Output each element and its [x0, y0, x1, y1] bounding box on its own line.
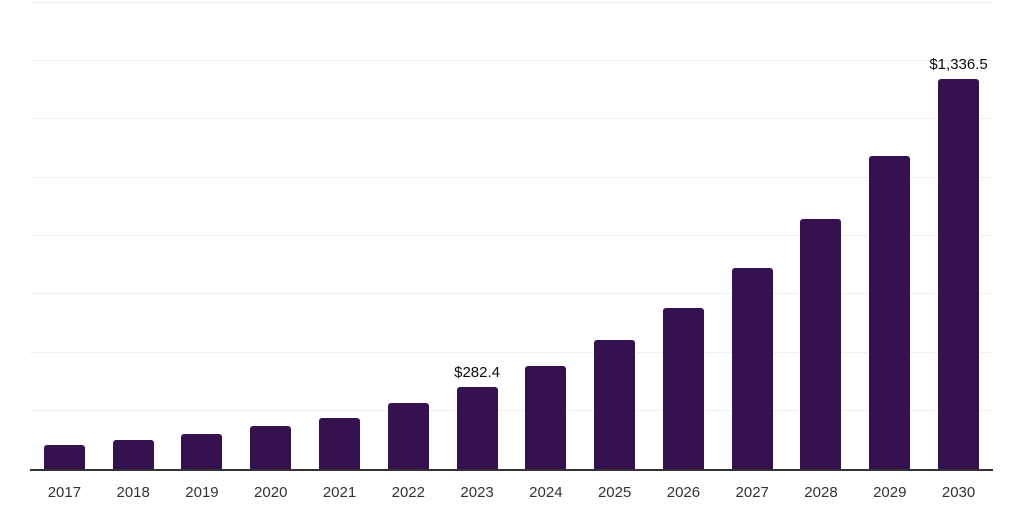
bar-2024[interactable]: [525, 365, 567, 469]
bar-slot-2026: [649, 2, 718, 469]
bar-2027[interactable]: [731, 268, 773, 469]
x-tick-2028: 2028: [804, 484, 838, 501]
x-tick-2018: 2018: [116, 484, 150, 501]
bar-slot-2021: [305, 2, 374, 469]
x-tick-2029: 2029: [873, 484, 907, 501]
bar-2025[interactable]: [594, 340, 636, 469]
x-tick-2019: 2019: [185, 484, 219, 501]
bar-slot-2020: [236, 2, 305, 469]
bar-slot-2024: [511, 2, 580, 469]
plot-area: $282.4 $1,336.5: [30, 1, 993, 469]
bar-2022[interactable]: [387, 403, 429, 469]
x-tick-2025: 2025: [597, 484, 632, 501]
bar-series: $282.4 $1,336.5: [30, 2, 993, 469]
bar-2023[interactable]: [456, 386, 498, 469]
bar-2018[interactable]: [112, 440, 154, 469]
bar-slot-2022: [374, 2, 443, 469]
x-tick-2023: 2023: [460, 484, 494, 501]
bar-slot-2019: [168, 2, 237, 469]
x-axis-line: [30, 469, 993, 471]
bar-slot-2018: [99, 2, 168, 469]
bar-2028[interactable]: [800, 218, 842, 469]
gridline-1400: [30, 59, 993, 61]
bar-2019[interactable]: [181, 433, 223, 469]
x-axis-tick-labels: 2017 2018 2019 2020 2021 2022 2023 2024 2025 2026…: [30, 484, 993, 502]
bar-slot-2028: [787, 2, 856, 469]
x-tick-2027: 2027: [735, 484, 769, 501]
value-label-2023: $282.4: [454, 363, 501, 381]
value-label-2030: $1,336.5: [929, 55, 988, 73]
bar-2026[interactable]: [662, 308, 704, 469]
bar-slot-2029: [855, 2, 924, 469]
x-tick-2017: 2017: [47, 484, 82, 501]
x-tick-2024: 2024: [529, 484, 563, 501]
bar-slot-2025: [580, 2, 649, 469]
bar-2020[interactable]: [250, 426, 292, 469]
bar-slot-2023: $282.4: [443, 2, 512, 469]
x-tick-2021: 2021: [322, 484, 357, 501]
gridline-200: [30, 410, 993, 412]
gridline-1000: [30, 176, 993, 178]
bar-2030[interactable]: [938, 78, 980, 469]
x-tick-2020: 2020: [254, 484, 288, 501]
bar-slot-2030: $1,336.5: [924, 2, 993, 469]
gridline-600: [30, 293, 993, 295]
bar-2029[interactable]: [869, 156, 911, 469]
bar-2017[interactable]: [43, 445, 85, 469]
bar-slot-2017: [30, 2, 99, 469]
x-tick-2022: 2022: [391, 484, 425, 501]
gridline-1200: [30, 118, 993, 120]
gridline-400: [30, 351, 993, 353]
gridline-800: [30, 235, 993, 236]
gridline-1600: [30, 1, 993, 3]
x-tick-2030: 2030: [941, 484, 976, 501]
bar-slot-2027: [718, 2, 787, 469]
bar-2021[interactable]: [319, 417, 361, 469]
x-tick-2026: 2026: [666, 484, 701, 501]
